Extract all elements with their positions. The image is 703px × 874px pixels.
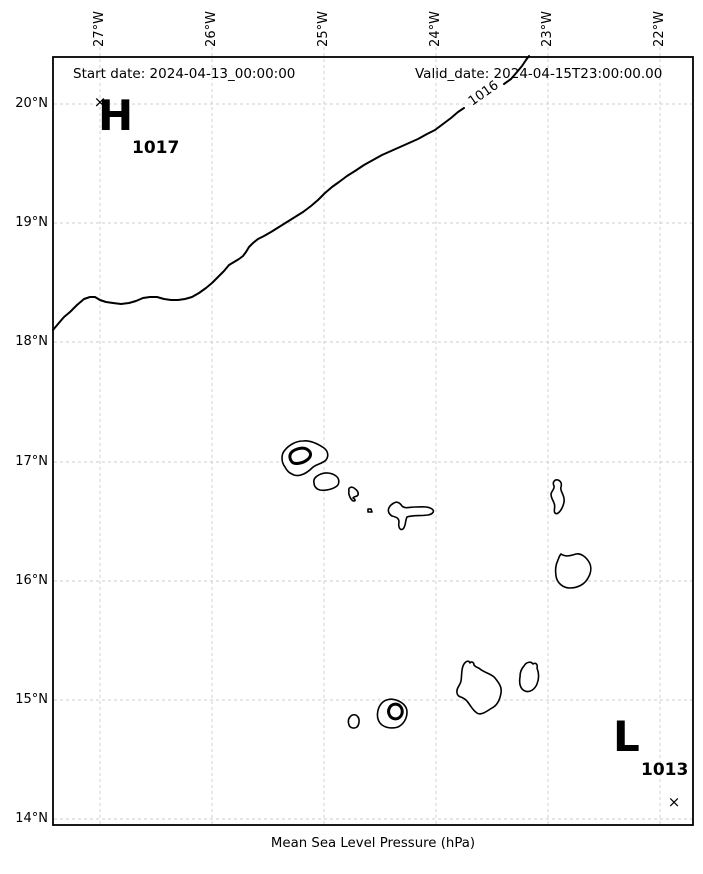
santo-antao-inner-contour [288,446,312,465]
isobar-1016-path-upper [503,55,530,85]
low-center-marker-icon: × [667,793,681,811]
lon-tick-26w: 26°W [204,11,219,47]
lat-tick-14n: 14°N [15,811,48,826]
lat-tick-15n: 15°N [15,692,48,707]
lon-tick-24w: 24°W [428,11,443,47]
low-center-symbol: L [613,712,640,761]
low-center-value: 1013 [641,760,689,780]
island-maio [518,661,540,693]
lat-tick-16n: 16°N [15,573,48,588]
island-boa-vista [554,553,592,589]
island-branco [367,508,373,513]
lat-tick-17n: 17°N [15,454,48,469]
lat-tick-20n: 20°N [15,96,48,111]
plot-border [52,56,694,826]
lon-tick-25w: 25°W [316,11,331,47]
lon-tick-27w: 27°W [92,11,107,47]
start-date-text: Start date: 2024-04-13_00:00:00 [73,66,296,82]
valid-date-text: Valid_date: 2024-04-15T23:00:00.00 [415,66,663,82]
island-santa-luzia [348,486,360,502]
island-sal [550,479,565,515]
x-axis-title: Mean Sea Level Pressure (hPa) [270,836,476,851]
lat-tick-19n: 19°N [15,215,48,230]
high-center-marker-icon: × [93,93,107,111]
island-sao-nicolau [387,501,435,531]
lon-tick-23w: 23°W [540,11,555,47]
island-sao-vicente [313,472,340,492]
graticule-gridlines [54,41,692,824]
high-center-value: 1017 [132,138,180,158]
island-brava [347,713,360,729]
high-center-symbol: H [98,91,134,140]
island-santiago [456,660,502,715]
lat-tick-18n: 18°N [15,334,48,349]
fogo-inner-contour [387,702,404,721]
lon-tick-22w: 22°W [652,11,667,47]
isobar-1016-path [52,107,465,331]
